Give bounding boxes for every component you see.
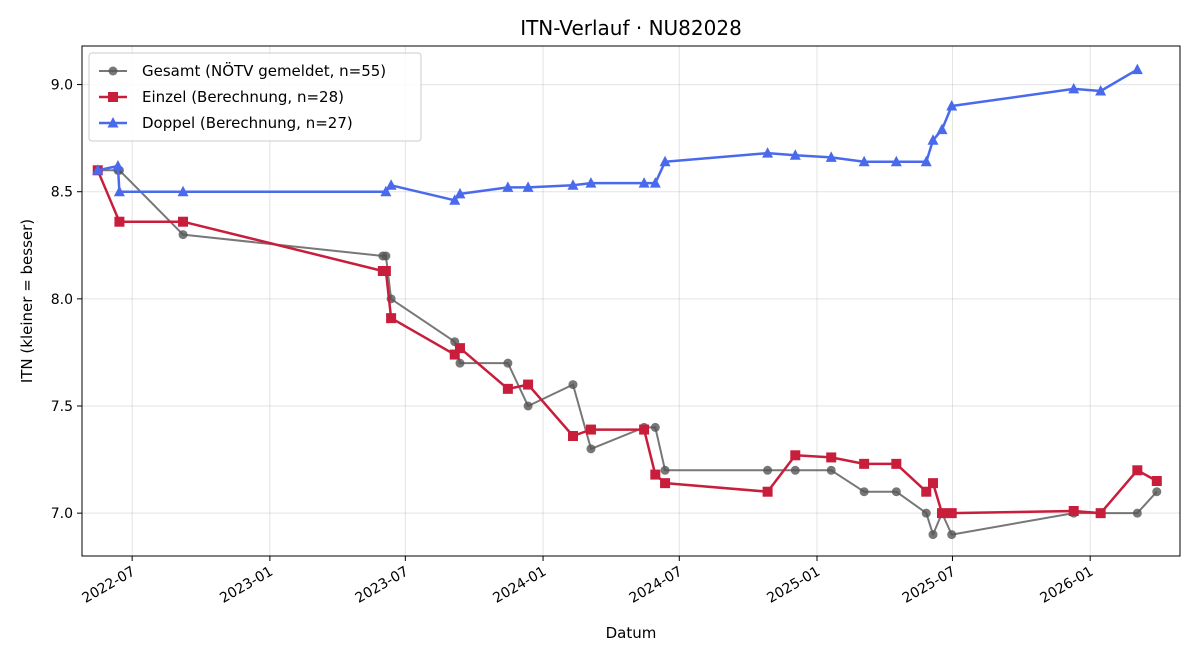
doppel-point	[890, 155, 902, 167]
einzel-point	[639, 424, 650, 435]
doppel-point	[112, 160, 124, 171]
gesamt-point	[650, 422, 660, 432]
doppel-point	[567, 179, 579, 190]
gesamt-point	[1152, 487, 1162, 497]
doppel-point	[92, 164, 104, 175]
legend: Gesamt (NÖTV gemeldet, n=55) Einzel (Bere…	[88, 52, 422, 142]
gesamt-point	[523, 401, 533, 411]
einzel-point	[454, 343, 465, 354]
legend-label: Gesamt (NÖTV gemeldet, n=55)	[142, 61, 386, 80]
gesamt-point	[763, 465, 773, 475]
doppel-point	[177, 185, 189, 197]
doppel-point	[946, 100, 958, 111]
gesamt-point	[891, 487, 901, 497]
y-tick-label: 9.0	[51, 78, 73, 94]
doppel-point	[1068, 82, 1080, 94]
einzel-point	[928, 478, 939, 489]
einzel-point	[502, 383, 513, 394]
legend-box	[88, 52, 422, 142]
doppel-point	[380, 185, 392, 197]
doppel-point	[762, 147, 774, 158]
x-axis-label: Datum	[606, 624, 657, 642]
einzel-point	[1151, 476, 1162, 486]
einzel-point	[790, 450, 801, 461]
y-tick-label: 7.0	[51, 506, 73, 522]
doppel-point	[789, 149, 801, 160]
gesamt-point	[921, 508, 931, 518]
einzel-point	[1068, 506, 1079, 516]
legend-swatch-marker	[108, 92, 118, 102]
gesamt-point	[503, 358, 513, 368]
doppel-point	[454, 187, 466, 199]
einzel-point	[1095, 508, 1106, 519]
einzel-point	[386, 313, 397, 324]
einzel-point	[936, 508, 947, 519]
gesamt-point	[586, 444, 596, 454]
doppel-point	[638, 177, 650, 188]
einzel-point	[567, 431, 578, 441]
gesamt-point	[826, 465, 836, 475]
doppel-point	[385, 179, 397, 190]
einzel-point	[380, 266, 391, 276]
einzel-point	[114, 216, 125, 227]
doppel-point	[449, 194, 461, 205]
doppel-point	[825, 151, 837, 162]
doppel-point	[927, 134, 939, 145]
legend-label: Einzel (Berechnung, n=28)	[142, 88, 344, 106]
legend-swatch-marker	[108, 66, 118, 76]
gesamt-point	[859, 487, 869, 497]
einzel-point	[826, 452, 837, 463]
y-tick-label: 7.5	[51, 399, 73, 415]
einzel-point	[178, 216, 189, 227]
chart-title: ITN-Verlauf · NU82028	[520, 16, 742, 40]
y-axis-label: ITN (kleiner = besser)	[18, 219, 36, 383]
einzel-point	[946, 508, 957, 519]
y-tick-label: 8.5	[51, 185, 73, 201]
gesamt-point	[928, 530, 938, 540]
doppel-point	[522, 181, 534, 192]
doppel-line-group	[92, 63, 1143, 205]
einzel-point	[660, 478, 671, 489]
einzel-point	[859, 458, 870, 469]
gesamt-point	[1132, 508, 1142, 518]
y-tick-label: 8.0	[51, 292, 73, 308]
series-layer	[92, 63, 1162, 540]
einzel-point	[891, 458, 902, 469]
gesamt-point	[178, 230, 188, 240]
gesamt-point	[455, 358, 465, 368]
doppel-point	[113, 185, 125, 197]
legend-swatch-marker	[107, 117, 119, 128]
einzel-point	[585, 424, 596, 435]
einzel-point	[449, 349, 460, 360]
einzel-line-group	[92, 165, 1162, 519]
doppel-point	[502, 181, 514, 192]
einzel-point	[523, 379, 534, 390]
einzel-point	[1132, 465, 1143, 476]
doppel-point	[585, 177, 597, 188]
doppel-point	[1131, 63, 1143, 75]
gesamt-point	[381, 251, 391, 261]
gesamt-point	[790, 465, 800, 475]
doppel-point	[858, 155, 870, 167]
einzel-point	[921, 486, 932, 497]
gesamt-point	[947, 530, 957, 540]
doppel-point	[1095, 85, 1107, 96]
einzel-point	[762, 486, 773, 497]
gesamt-point	[660, 465, 670, 475]
doppel-point	[649, 177, 661, 188]
doppel-point	[659, 155, 671, 167]
einzel-point	[650, 469, 661, 480]
legend-label: Doppel (Berechnung, n=27)	[142, 114, 353, 132]
doppel-point	[920, 155, 932, 167]
gesamt-point	[568, 380, 578, 390]
doppel-point	[936, 123, 948, 135]
plot-frame	[81, 45, 1181, 557]
